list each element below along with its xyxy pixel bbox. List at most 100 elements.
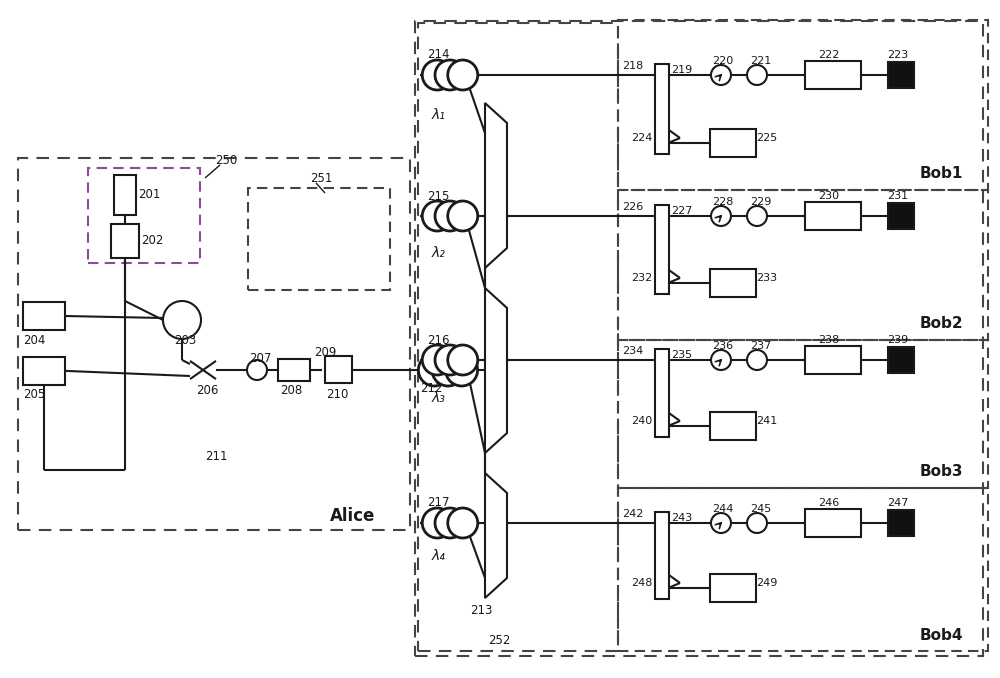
Bar [805, 61, 861, 89]
Text: 247: 247 [887, 498, 908, 508]
Circle shape [747, 65, 767, 85]
Bar [618, 340, 988, 488]
Text: 246: 246 [818, 498, 839, 508]
Text: 218: 218 [622, 61, 643, 71]
Circle shape [247, 360, 267, 380]
Text: Bob1: Bob1 [920, 167, 963, 182]
Bar [710, 129, 756, 157]
Text: 242: 242 [622, 509, 643, 519]
Text: 219: 219 [671, 65, 692, 75]
Text: 239: 239 [887, 335, 908, 345]
Text: 225: 225 [756, 133, 777, 143]
Text: 217: 217 [427, 496, 450, 509]
Circle shape [422, 345, 452, 375]
Text: 249: 249 [756, 578, 777, 588]
Text: 228: 228 [712, 197, 733, 207]
Circle shape [422, 60, 452, 90]
Text: Bob3: Bob3 [920, 464, 964, 479]
Circle shape [747, 350, 767, 370]
Bar [415, 21, 983, 656]
Text: 241: 241 [756, 416, 777, 426]
Text: 208: 208 [280, 384, 302, 397]
Bar [655, 349, 669, 437]
Bar [278, 359, 310, 381]
Circle shape [435, 201, 465, 231]
Text: 251: 251 [310, 172, 332, 184]
Circle shape [448, 201, 478, 231]
Circle shape [422, 508, 452, 538]
Text: 210: 210 [326, 388, 348, 401]
Text: 201: 201 [138, 188, 160, 201]
Text: 226: 226 [622, 202, 643, 212]
Text: 235: 235 [671, 350, 692, 360]
Bar [655, 64, 669, 154]
Text: 245: 245 [750, 504, 771, 514]
Text: 233: 233 [756, 273, 777, 283]
Circle shape [422, 201, 452, 231]
Text: 248: 248 [631, 578, 652, 588]
Circle shape [432, 354, 464, 386]
Bar [710, 574, 756, 602]
Text: 252: 252 [488, 635, 510, 647]
Bar [655, 512, 669, 599]
Text: λ₁: λ₁ [432, 108, 446, 122]
Text: λ₂: λ₂ [432, 246, 446, 260]
Text: 243: 243 [671, 513, 692, 523]
Text: 238: 238 [818, 335, 839, 345]
Text: 232: 232 [631, 273, 652, 283]
Circle shape [711, 206, 731, 226]
Circle shape [435, 60, 465, 90]
Circle shape [711, 65, 731, 85]
Bar [805, 509, 861, 537]
Text: 213: 213 [470, 605, 492, 618]
Text: 236: 236 [712, 341, 733, 351]
Text: Alice: Alice [330, 507, 375, 525]
Bar [888, 347, 914, 373]
Text: 220: 220 [712, 56, 733, 66]
Text: 211: 211 [205, 450, 228, 462]
Text: λ₃: λ₃ [432, 391, 446, 405]
Text: 204: 204 [23, 334, 45, 346]
Text: 234: 234 [622, 346, 643, 356]
Text: 203: 203 [174, 334, 196, 348]
Bar [114, 175, 136, 215]
Circle shape [446, 354, 478, 386]
Text: 250: 250 [215, 153, 237, 167]
Text: 227: 227 [671, 206, 692, 216]
Circle shape [435, 508, 465, 538]
Bar [618, 20, 988, 190]
Bar [805, 202, 861, 230]
Text: 216: 216 [427, 334, 450, 346]
Circle shape [435, 345, 465, 375]
Bar [888, 203, 914, 229]
Bar [88, 168, 200, 263]
Bar [710, 269, 756, 297]
Bar [618, 488, 988, 651]
Circle shape [448, 508, 478, 538]
Circle shape [448, 60, 478, 90]
Circle shape [747, 206, 767, 226]
Text: 212: 212 [420, 382, 442, 395]
Bar [710, 412, 756, 440]
Text: Bob4: Bob4 [920, 628, 964, 643]
Circle shape [711, 350, 731, 370]
Text: 206: 206 [196, 384, 218, 397]
Text: 209: 209 [314, 346, 336, 359]
Circle shape [747, 513, 767, 533]
Circle shape [418, 354, 450, 386]
Text: 221: 221 [750, 56, 771, 66]
Text: 231: 231 [887, 191, 908, 201]
Text: 237: 237 [750, 341, 771, 351]
Bar [805, 346, 861, 374]
Bar [111, 224, 139, 258]
Bar [618, 190, 988, 340]
Text: 223: 223 [887, 50, 908, 60]
Circle shape [448, 345, 478, 375]
Bar [418, 23, 618, 651]
Bar [23, 357, 65, 385]
Text: 215: 215 [427, 189, 449, 203]
Text: 222: 222 [818, 50, 839, 60]
Circle shape [163, 301, 201, 339]
Bar [18, 158, 410, 530]
Text: 202: 202 [141, 235, 163, 247]
